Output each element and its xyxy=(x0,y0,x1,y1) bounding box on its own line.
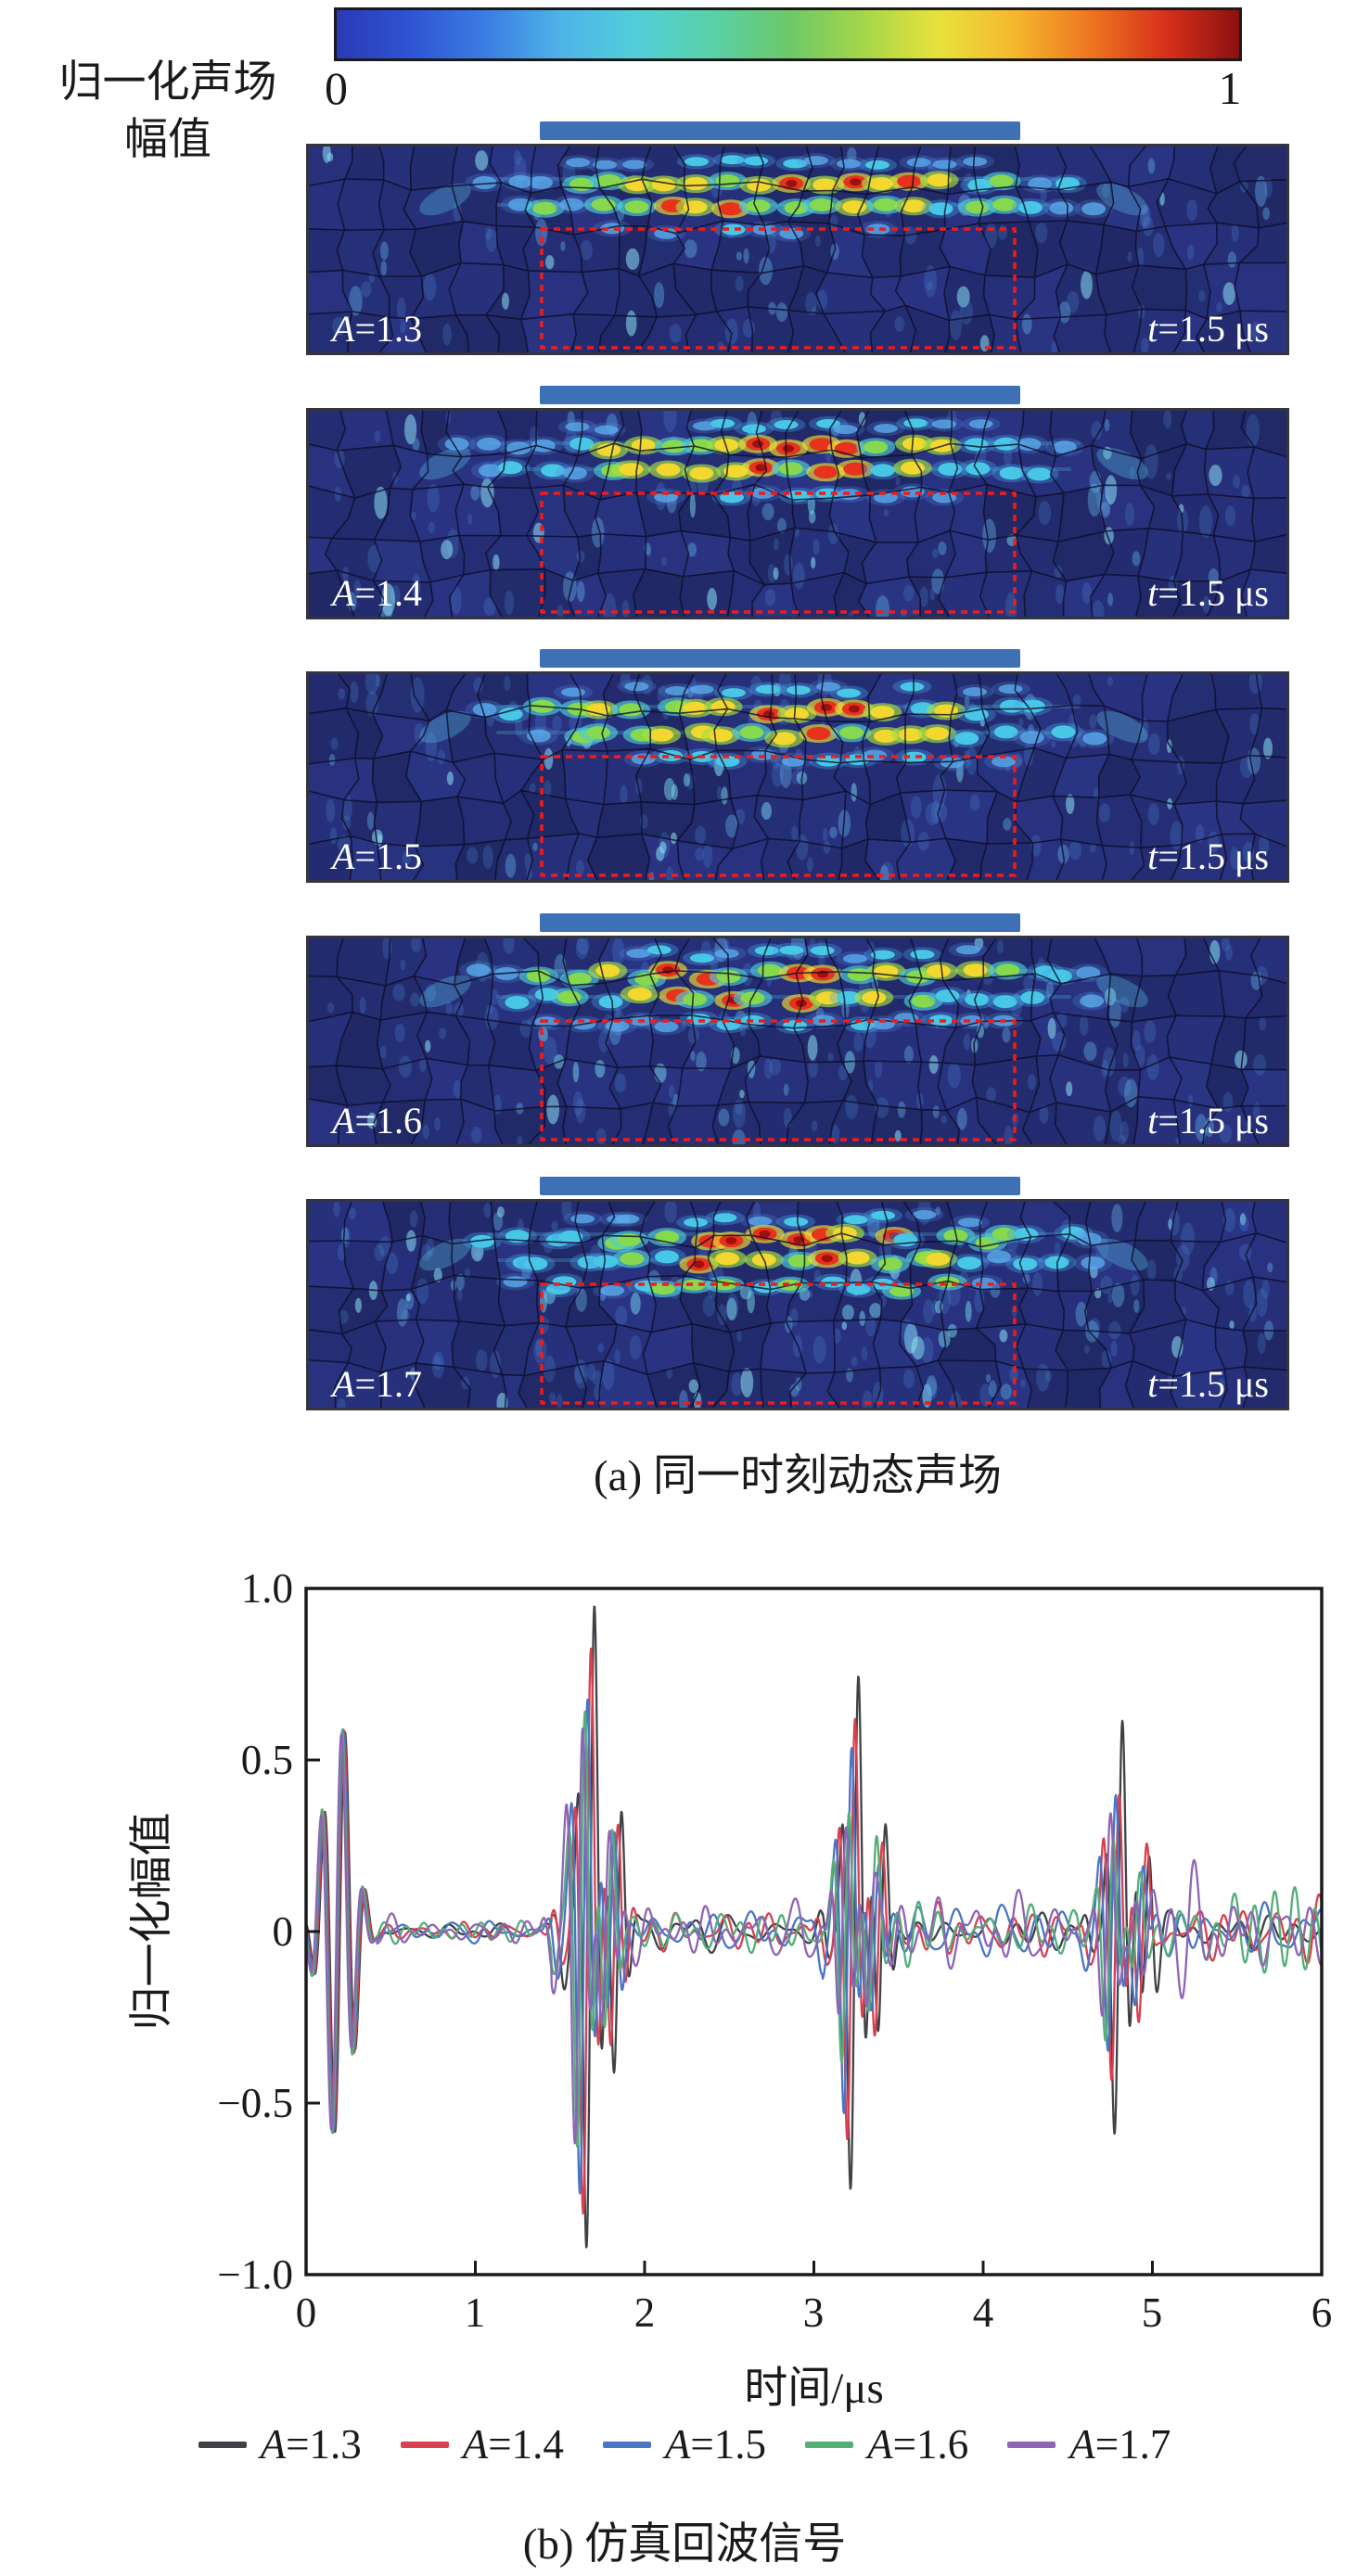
field-panel: A=1.7 t=1.5 μs xyxy=(306,1199,1289,1410)
echo-signal-chart xyxy=(304,1587,1324,2276)
acoustic-field-image xyxy=(306,408,1289,619)
y-tick-label: 0 xyxy=(272,1908,294,1955)
acoustic-field-image xyxy=(306,144,1289,355)
time-stamp-label: t=1.5 μs xyxy=(1147,1100,1269,1141)
acoustic-field-image xyxy=(306,1199,1289,1410)
legend-item: A=1.7 xyxy=(1007,2420,1171,2468)
time-stamp-label: t=1.5 μs xyxy=(1147,572,1269,614)
time-stamp-label: t=1.5 μs xyxy=(1147,835,1269,877)
legend-line-swatch xyxy=(1007,2441,1056,2448)
caption-b: (b) 仿真回波信号 xyxy=(522,2520,847,2569)
transducer-bar xyxy=(540,1177,1020,1195)
transducer-bar xyxy=(540,121,1020,140)
x-tick-label: 6 xyxy=(1311,2289,1333,2336)
x-tick-label: 3 xyxy=(802,2289,825,2336)
x-tick-label: 2 xyxy=(633,2289,656,2336)
colorbar-min-tick: 0 xyxy=(325,62,348,114)
legend-item: A=1.6 xyxy=(805,2420,968,2468)
amplitude-coefficient-label: A=1.5 xyxy=(332,835,422,877)
y-tick-label: −1.0 xyxy=(217,2251,293,2298)
field-panel: A=1.6 t=1.5 μs xyxy=(306,936,1289,1147)
field-panel: A=1.3 t=1.5 μs xyxy=(306,144,1289,355)
y-tick-label: 1.0 xyxy=(240,1565,293,1612)
legend-label: A=1.4 xyxy=(462,2421,564,2468)
x-axis-title: 时间/μs xyxy=(744,2365,884,2413)
amplitude-coefficient-label: A=1.4 xyxy=(332,572,422,614)
transducer-bar xyxy=(540,386,1020,404)
y-tick-label: 0.5 xyxy=(240,1737,293,1783)
field-panel: A=1.5 t=1.5 μs xyxy=(306,671,1289,883)
amplitude-coefficient-label: A=1.7 xyxy=(332,1363,422,1405)
y-tick-label: −0.5 xyxy=(217,2080,293,2126)
x-tick-label: 1 xyxy=(464,2289,486,2336)
x-tick-label: 0 xyxy=(295,2289,317,2336)
field-panel: A=1.4 t=1.5 μs xyxy=(306,408,1289,619)
legend-label: A=1.7 xyxy=(1069,2421,1171,2468)
amplitude-coefficient-label: A=1.3 xyxy=(332,308,422,350)
legend-line-swatch xyxy=(198,2441,247,2448)
x-tick-label: 4 xyxy=(972,2289,994,2336)
colorbar xyxy=(334,7,1242,61)
transducer-bar xyxy=(540,649,1020,668)
legend-item: A=1.4 xyxy=(400,2420,564,2468)
caption-a: (a) 同一时刻动态声场 xyxy=(594,1452,1002,1500)
legend-label: A=1.5 xyxy=(664,2421,767,2468)
y-axis-title: 归一化幅值 xyxy=(128,1812,176,2031)
amplitude-coefficient-label: A=1.6 xyxy=(332,1100,422,1141)
time-stamp-label: t=1.5 μs xyxy=(1147,308,1269,350)
legend-item: A=1.3 xyxy=(198,2420,362,2468)
legend-line-swatch xyxy=(602,2441,651,2448)
legend-item: A=1.5 xyxy=(602,2420,767,2468)
acoustic-field-image xyxy=(306,671,1289,883)
colorbar-label-line2: 幅值 xyxy=(124,116,211,164)
legend-label: A=1.6 xyxy=(867,2421,969,2468)
legend-line-swatch xyxy=(805,2441,854,2448)
colorbar-label-line1: 归一化声场 xyxy=(58,58,277,107)
transducer-bar xyxy=(540,913,1020,932)
time-stamp-label: t=1.5 μs xyxy=(1147,1363,1269,1405)
x-tick-label: 5 xyxy=(1141,2289,1163,2336)
legend-line-swatch xyxy=(400,2441,449,2448)
colorbar-max-tick: 1 xyxy=(1218,62,1242,114)
acoustic-field-image xyxy=(306,936,1289,1147)
chart-legend: A=1.3 A=1.4 A=1.5 A=1.6 A=1.7 xyxy=(46,2420,1323,2468)
legend-label: A=1.3 xyxy=(260,2421,362,2468)
